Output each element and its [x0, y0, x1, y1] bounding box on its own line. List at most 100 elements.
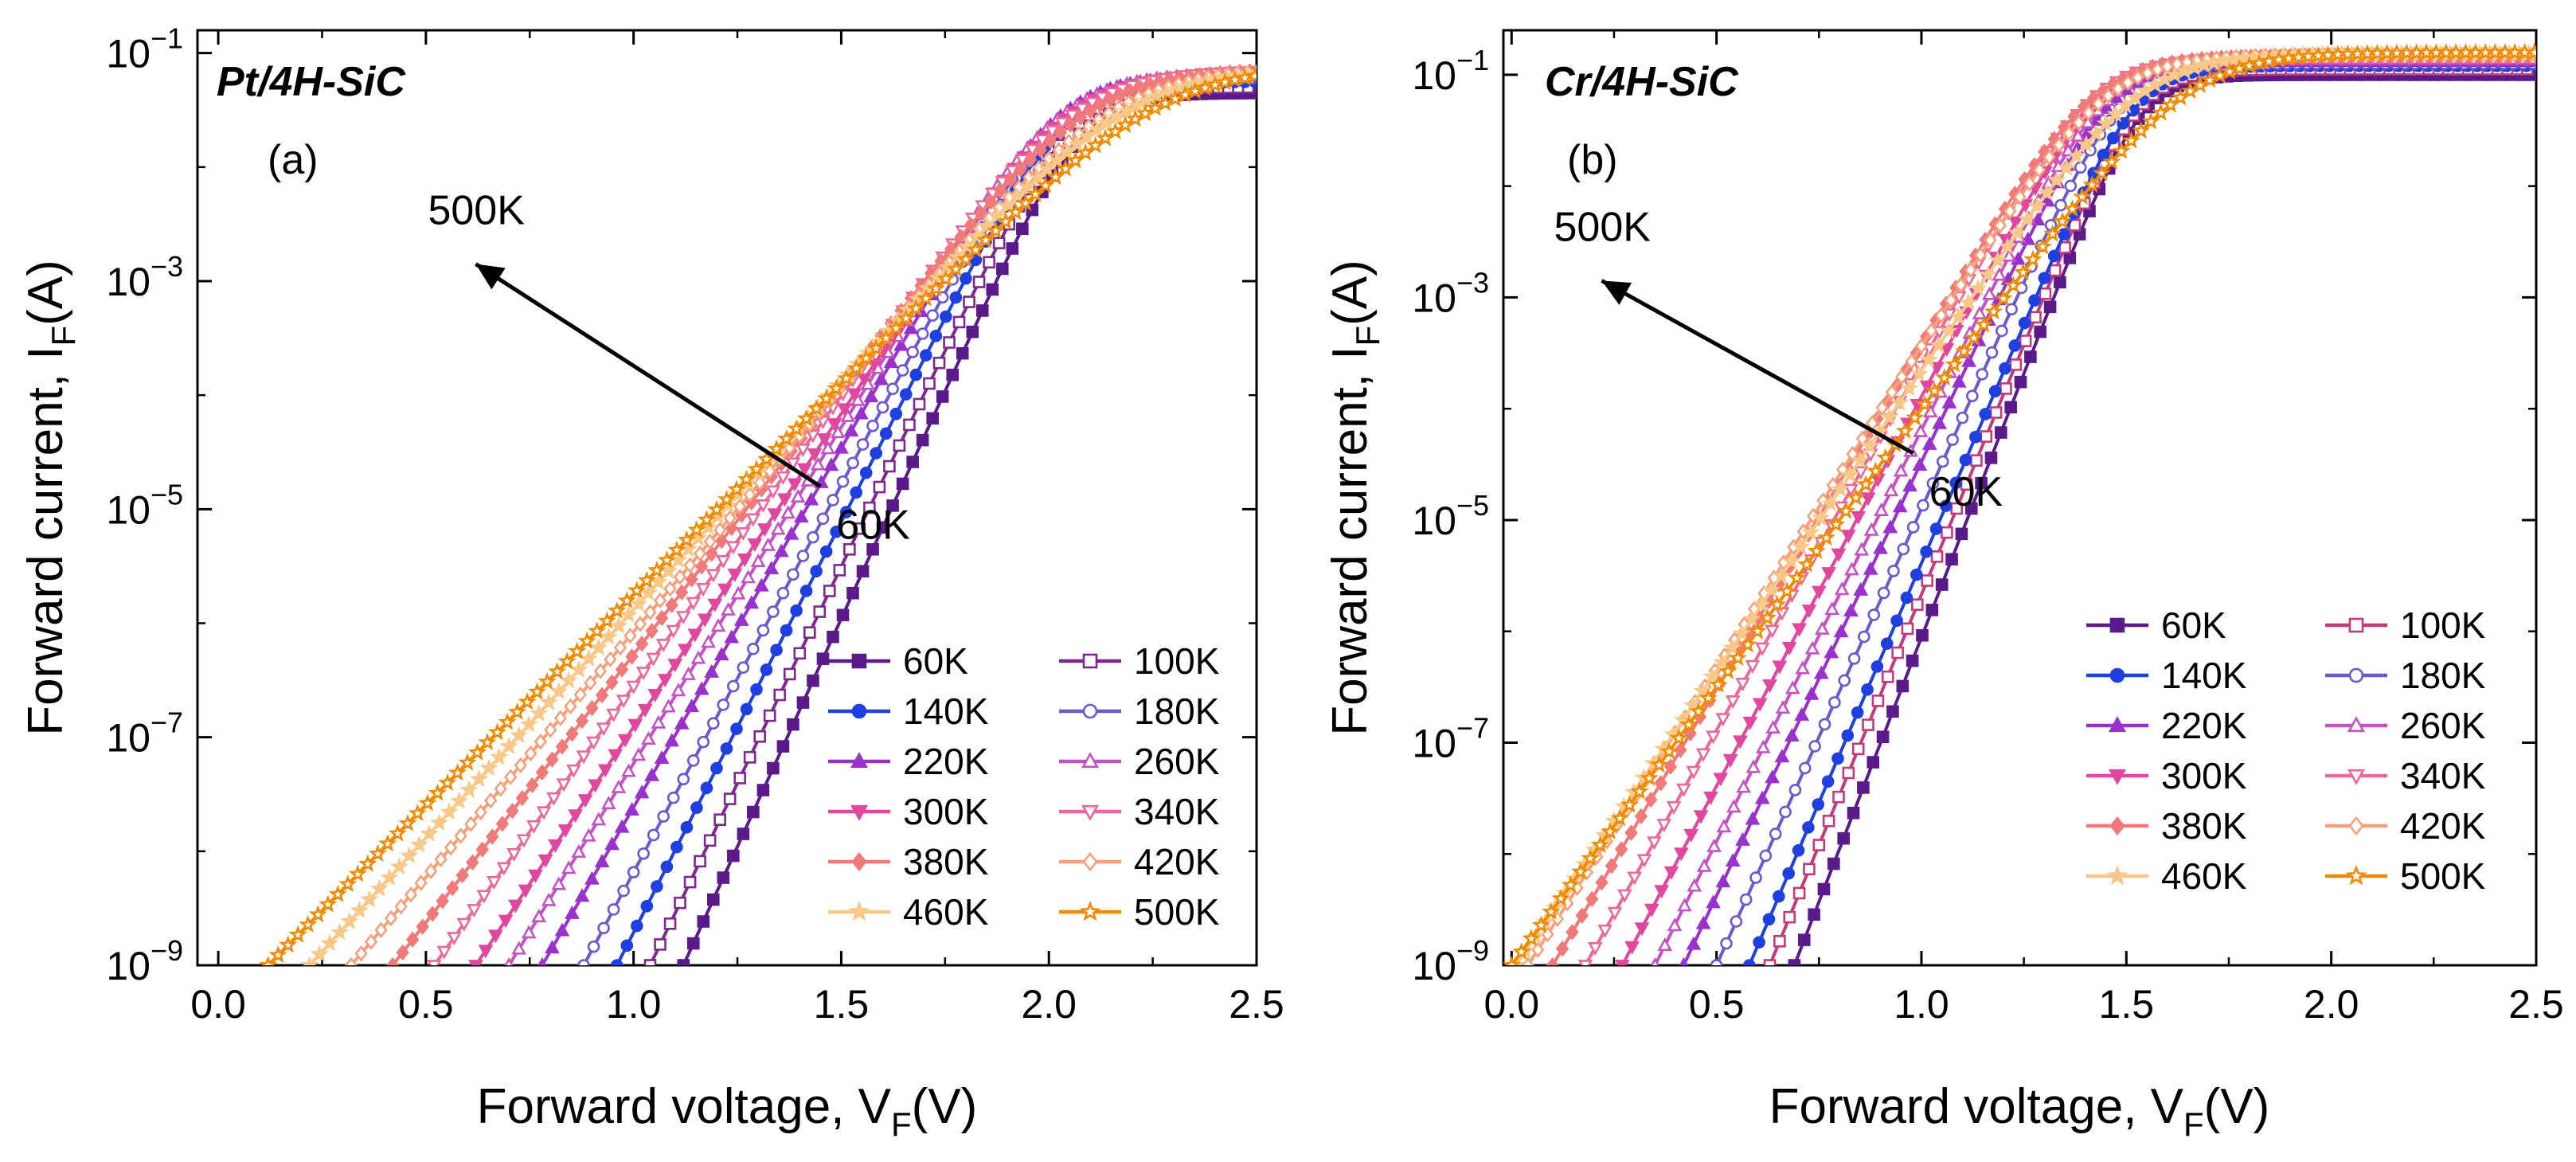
data-point — [635, 667, 651, 681]
data-point — [1710, 959, 1723, 965]
data-point — [747, 642, 760, 655]
data-point — [1722, 638, 1741, 656]
data-point — [1992, 267, 2007, 281]
data-point — [677, 644, 693, 658]
legend-label: 500K — [1134, 891, 1220, 933]
data-point — [1146, 98, 1165, 116]
data-point — [589, 638, 608, 656]
data-point — [2140, 65, 2155, 82]
data-point — [707, 598, 723, 612]
data-point — [1762, 580, 1781, 598]
legend-label: 220K — [903, 741, 989, 782]
series-180K — [577, 72, 1257, 965]
data-point — [715, 532, 729, 550]
data-point — [916, 433, 929, 447]
data-point — [2005, 303, 2019, 316]
data-point — [1921, 574, 1933, 587]
data-point — [576, 750, 592, 765]
data-point — [705, 546, 718, 562]
data-point — [559, 671, 578, 689]
data-point — [1996, 324, 2008, 338]
data-point — [810, 456, 826, 471]
data-point — [436, 893, 449, 910]
data-point — [459, 780, 479, 798]
legend-label: 340K — [1134, 791, 1220, 832]
data-point — [1964, 328, 1984, 346]
data-point — [683, 875, 697, 889]
data-point — [1792, 843, 1805, 857]
data-point — [644, 767, 659, 781]
data-point — [364, 933, 378, 950]
data-point — [837, 368, 856, 386]
data-point — [1972, 305, 1988, 319]
data-point — [776, 429, 796, 447]
legend-label: 100K — [1134, 640, 1220, 682]
data-point — [584, 871, 600, 885]
data-point — [879, 427, 893, 440]
data-point — [1006, 242, 1019, 255]
legend-marker — [2348, 617, 2364, 633]
x-tick-label: 2.5 — [2508, 982, 2564, 1027]
data-point — [1871, 694, 1885, 707]
data-point — [640, 899, 654, 913]
y-tick-label: 10−7 — [1412, 711, 1489, 765]
data-point — [857, 348, 876, 366]
data-point — [715, 555, 731, 569]
data-point — [730, 585, 746, 600]
legend-label: 100K — [2400, 604, 2486, 646]
x-tick-label: 0.5 — [1689, 982, 1745, 1027]
legend-item-140K: 140K — [2086, 655, 2247, 696]
data-point — [857, 373, 872, 387]
legend-marker — [2348, 816, 2364, 836]
data-point — [897, 308, 916, 327]
data-point — [1782, 867, 1796, 880]
data-point — [816, 652, 830, 665]
data-point — [1858, 630, 1870, 644]
data-point — [2008, 216, 2023, 230]
data-point — [1979, 408, 1992, 421]
data-point — [1769, 827, 1782, 840]
data-point — [1663, 758, 1678, 775]
data-point — [607, 903, 620, 916]
data-point — [1745, 811, 1761, 825]
panel-title: Cr/4H-SiC — [1545, 59, 1739, 105]
data-point — [1781, 642, 1797, 656]
data-point — [1811, 508, 1830, 526]
data-point — [926, 309, 939, 322]
legend-item-220K: 220K — [828, 741, 989, 782]
legend-label: 420K — [2400, 805, 2486, 847]
data-point — [807, 399, 826, 417]
data-point — [819, 545, 833, 558]
y-tick-label: 10−9 — [106, 934, 183, 988]
data-point — [2082, 104, 2096, 121]
data-point — [1828, 696, 1841, 709]
data-point — [1640, 769, 1659, 786]
data-point — [1783, 910, 1796, 924]
data-point — [686, 937, 700, 950]
data-point — [687, 520, 706, 538]
data-point — [1636, 854, 1652, 868]
data-point — [1921, 436, 1937, 450]
y-tick-label: 10−7 — [106, 706, 183, 761]
data-point — [619, 604, 638, 623]
data-point — [1959, 293, 1978, 311]
data-point — [932, 356, 946, 370]
data-point — [617, 734, 633, 748]
legend-marker — [2106, 864, 2128, 886]
data-point — [795, 443, 811, 457]
data-point — [506, 802, 519, 820]
data-point — [1073, 109, 1088, 126]
data-point — [1838, 674, 1851, 687]
data-point — [434, 851, 448, 868]
data-point — [446, 932, 462, 946]
data-point — [730, 722, 743, 735]
data-point — [594, 853, 610, 867]
data-point — [837, 403, 852, 417]
data-point — [767, 605, 780, 618]
data-point — [510, 726, 529, 744]
data-point — [319, 894, 338, 913]
data-point — [2033, 237, 2052, 255]
data-point — [2027, 196, 2046, 214]
data-point — [1601, 822, 1620, 840]
